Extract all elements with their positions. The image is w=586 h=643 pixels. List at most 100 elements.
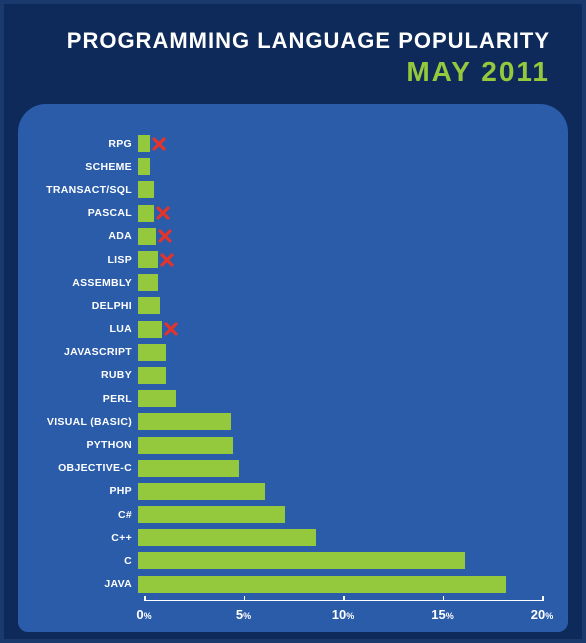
x-axis-tick-label: 15%	[431, 607, 453, 622]
y-axis-label: ADA	[32, 230, 138, 242]
bar	[138, 529, 316, 546]
bar	[138, 321, 162, 338]
x-mark-icon	[152, 137, 166, 151]
chart-row: C++	[32, 526, 542, 549]
bar-track	[138, 202, 542, 225]
chart-subtitle: MAY 2011	[0, 56, 550, 88]
y-axis-label: PERL	[32, 393, 138, 405]
chart-row: C	[32, 549, 542, 572]
bar-track	[138, 573, 542, 596]
bar	[138, 344, 166, 361]
bar-track	[138, 155, 542, 178]
bar	[138, 297, 160, 314]
bar	[138, 158, 150, 175]
x-axis-tick	[244, 596, 246, 601]
bar	[138, 181, 154, 198]
y-axis-label: LUA	[32, 323, 138, 335]
chart-row: TRANSACT/SQL	[32, 178, 542, 201]
bar-track	[138, 318, 542, 341]
bar-chart: RPG SCHEME TRANSACT/SQL PASCAL ADA LISP ASSEMB…	[32, 132, 542, 604]
bar-track	[138, 271, 542, 294]
bar-track	[138, 248, 542, 271]
x-axis-tick	[144, 596, 146, 601]
bar	[138, 274, 158, 291]
bar	[138, 460, 239, 477]
y-axis-label: DELPHI	[32, 300, 138, 312]
bar	[138, 552, 465, 569]
y-axis-label: C++	[32, 532, 138, 544]
chart-row: JAVA	[32, 573, 542, 596]
bar-track	[138, 526, 542, 549]
chart-row: RUBY	[32, 364, 542, 387]
chart-row: LISP	[32, 248, 542, 271]
x-mark-icon	[156, 206, 170, 220]
bar-track	[138, 410, 542, 433]
bar	[138, 483, 265, 500]
y-axis-label: PASCAL	[32, 207, 138, 219]
y-axis-label: RPG	[32, 138, 138, 150]
chart-row: RPG	[32, 132, 542, 155]
x-axis-tick	[343, 596, 345, 601]
y-axis-label: SCHEME	[32, 161, 138, 173]
y-axis-label: ASSEMBLY	[32, 277, 138, 289]
bar	[138, 135, 150, 152]
x-axis-tick-label: 5%	[236, 607, 251, 622]
y-axis-label: TRANSACT/SQL	[32, 184, 138, 196]
x-mark-icon	[158, 229, 172, 243]
y-axis-label: PYTHON	[32, 439, 138, 451]
bar-track	[138, 341, 542, 364]
bar	[138, 506, 285, 523]
bar-track	[138, 433, 542, 456]
bar	[138, 251, 158, 268]
x-axis-tick-label: 0%	[136, 607, 151, 622]
y-axis-label: C#	[32, 509, 138, 521]
chart-title: PROGRAMMING LANGUAGE POPULARITY	[0, 28, 550, 54]
header: PROGRAMMING LANGUAGE POPULARITY MAY 2011	[0, 0, 586, 94]
y-axis-label: JAVA	[32, 578, 138, 590]
bar-track	[138, 225, 542, 248]
chart-row: JAVASCRIPT	[32, 341, 542, 364]
y-axis-label: PHP	[32, 485, 138, 497]
x-axis-tick-label: 10%	[332, 607, 354, 622]
chart-rows: RPG SCHEME TRANSACT/SQL PASCAL ADA LISP ASSEMB…	[32, 132, 542, 596]
x-axis-tick-label: 20%	[531, 607, 553, 622]
bar-track	[138, 294, 542, 317]
chart-row: SCHEME	[32, 155, 542, 178]
bar	[138, 413, 231, 430]
bar-track	[138, 178, 542, 201]
y-axis-label: JAVASCRIPT	[32, 346, 138, 358]
chart-row: ADA	[32, 225, 542, 248]
x-axis-tick	[443, 596, 445, 601]
bar-track	[138, 457, 542, 480]
y-axis-label: VISUAL (BASIC)	[32, 416, 138, 428]
chart-row: C#	[32, 503, 542, 526]
bar	[138, 228, 156, 245]
x-axis-tick	[542, 596, 544, 601]
chart-row: DELPHI	[32, 294, 542, 317]
bar	[138, 576, 506, 593]
bar	[138, 205, 154, 222]
bar	[138, 437, 233, 454]
chart-row: VISUAL (BASIC)	[32, 410, 542, 433]
y-axis-label: RUBY	[32, 369, 138, 381]
x-axis: 0%5%10%15%20%	[144, 600, 542, 601]
chart-row: OBJECTIVE-C	[32, 457, 542, 480]
y-axis-label: C	[32, 555, 138, 567]
chart-row: PHP	[32, 480, 542, 503]
bar-track	[138, 549, 542, 572]
x-mark-icon	[160, 253, 174, 267]
chart-row: PASCAL	[32, 202, 542, 225]
chart-row: ASSEMBLY	[32, 271, 542, 294]
chart-row: PERL	[32, 387, 542, 410]
chart-row: PYTHON	[32, 433, 542, 456]
bar	[138, 390, 176, 407]
y-axis-label: LISP	[32, 254, 138, 266]
bar-track	[138, 387, 542, 410]
bar	[138, 367, 166, 384]
bar-track	[138, 503, 542, 526]
x-mark-icon	[164, 322, 178, 336]
bar-track	[138, 480, 542, 503]
chart-panel: RPG SCHEME TRANSACT/SQL PASCAL ADA LISP ASSEMB…	[18, 104, 568, 632]
bar-track	[138, 132, 542, 155]
chart-row: LUA	[32, 318, 542, 341]
